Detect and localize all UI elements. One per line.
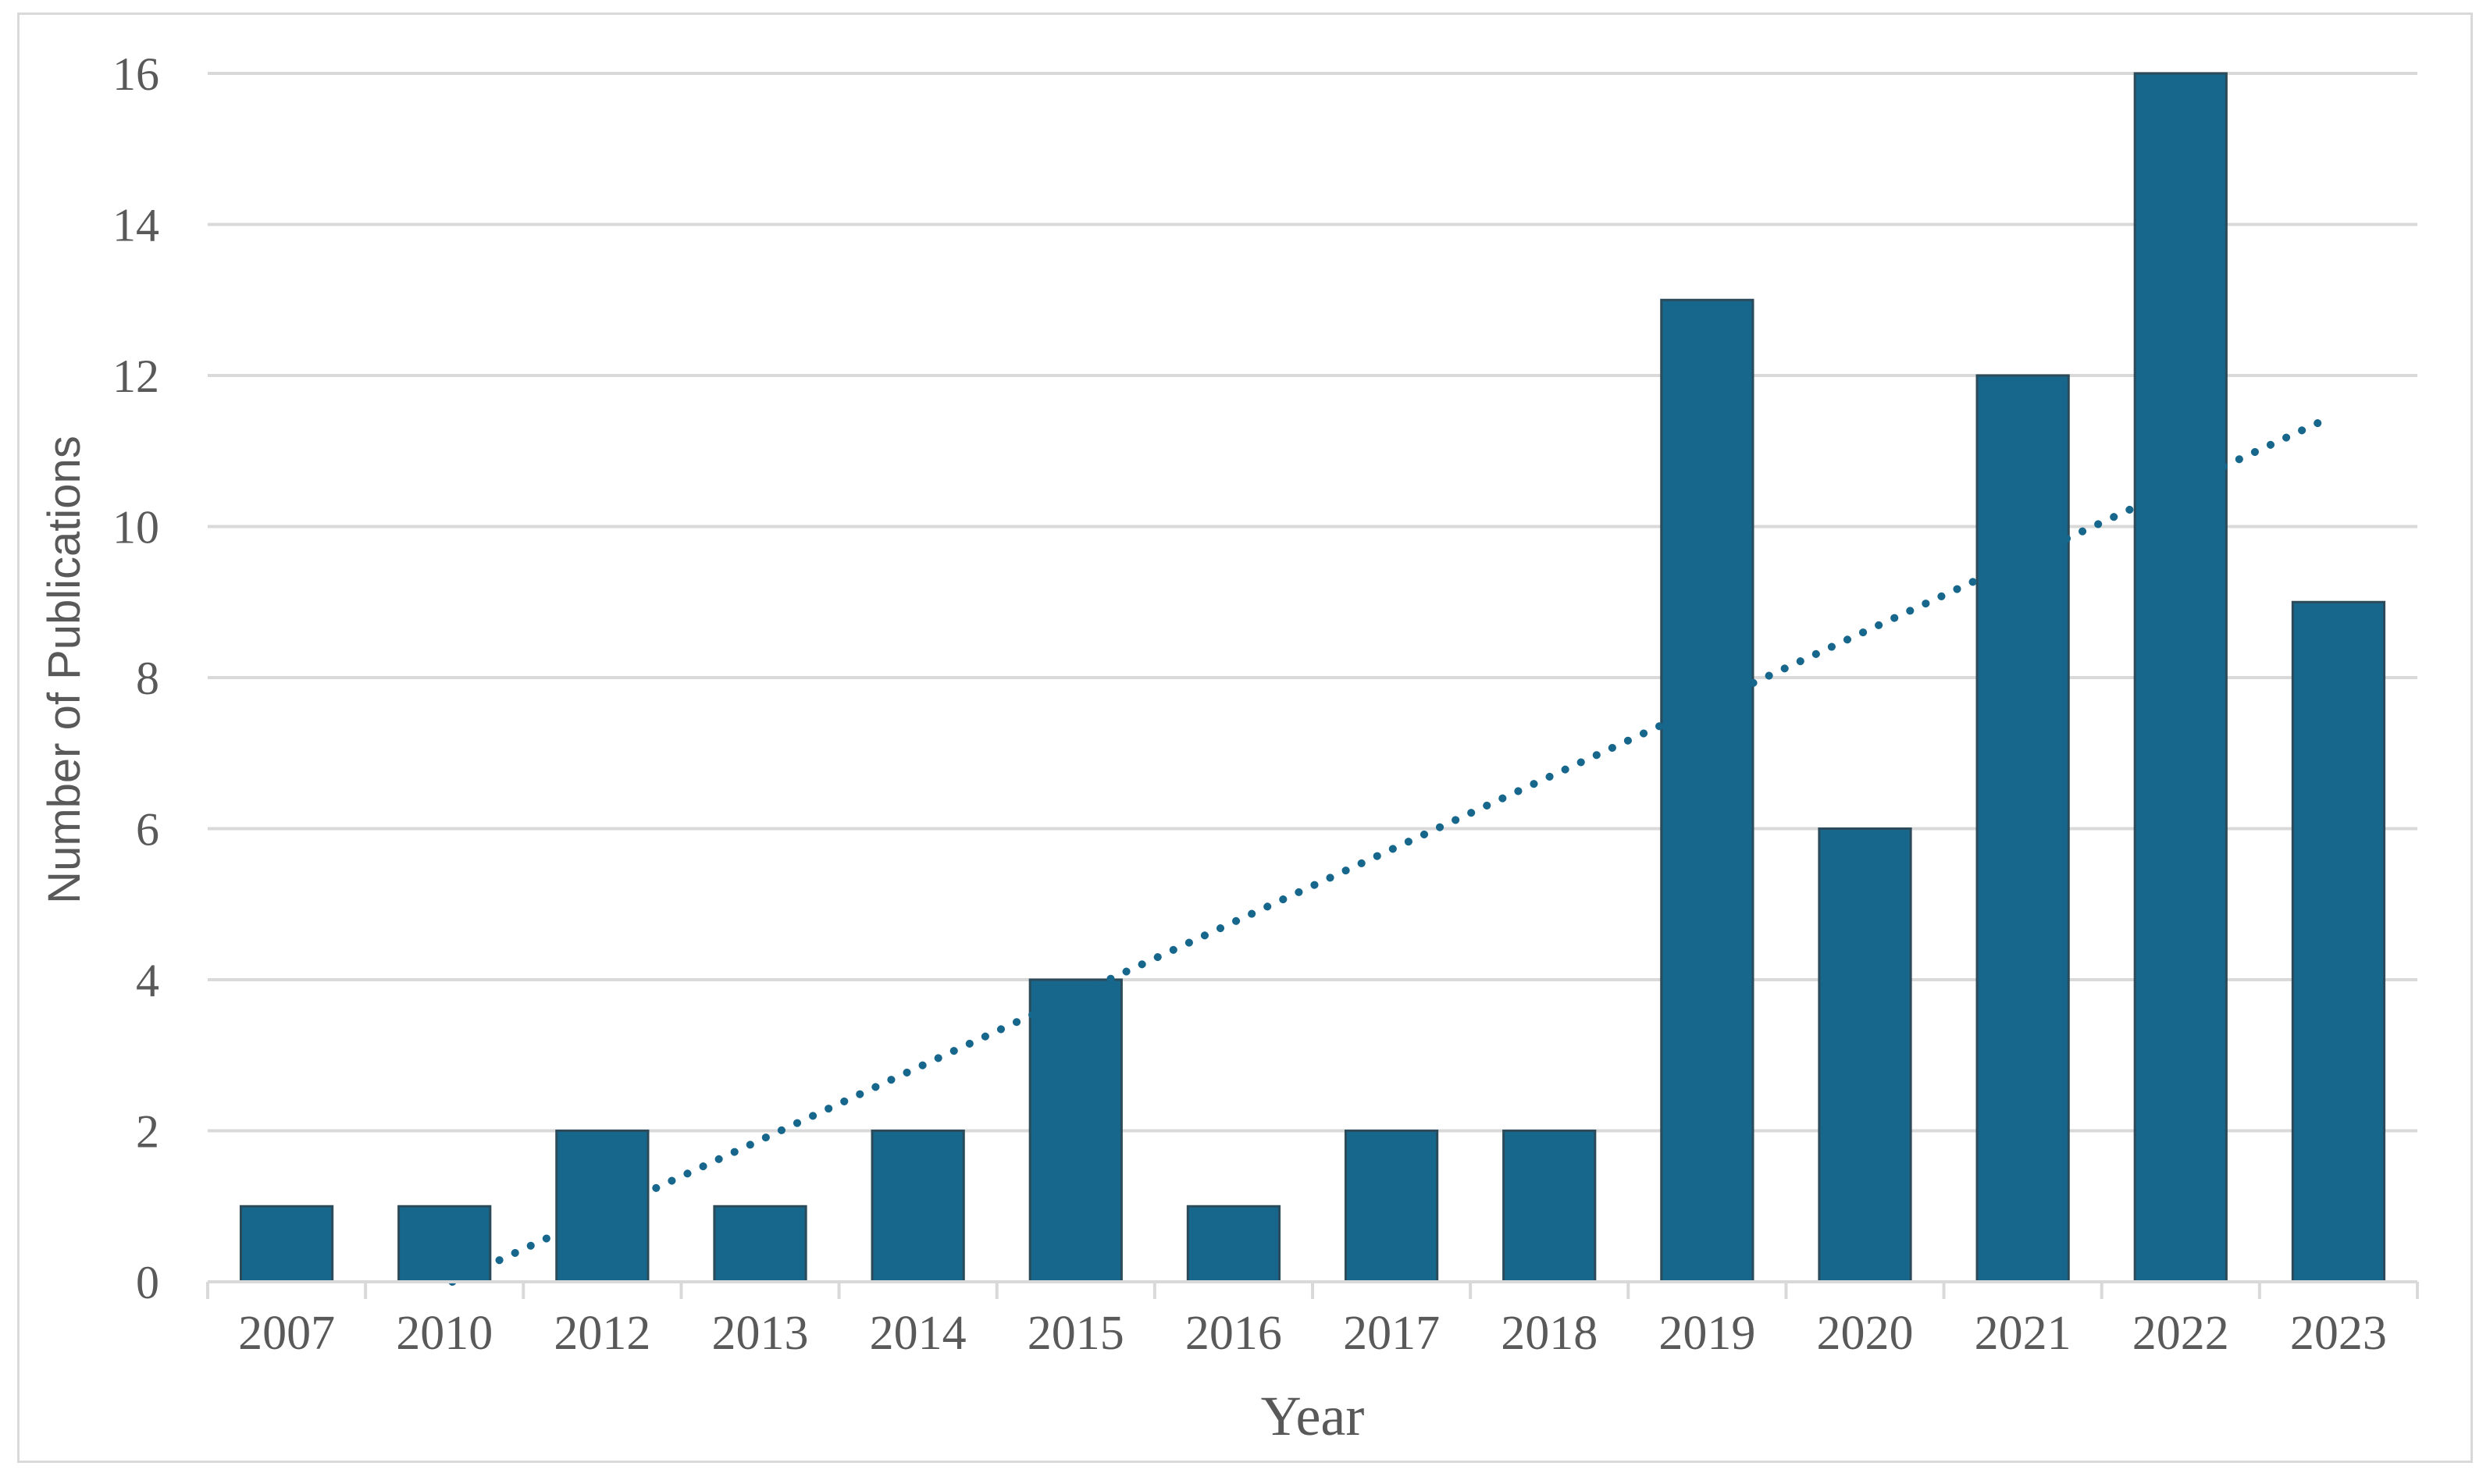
x-tick-label: 2021 (1975, 1307, 2071, 1360)
y-tick-label: 10 (112, 502, 159, 553)
trendline-path (448, 417, 2327, 1286)
bar-2012 (555, 1130, 650, 1283)
x-tick-label: 2018 (1501, 1307, 1598, 1360)
x-tick-label: 2015 (1028, 1307, 1124, 1360)
x-tick-label: 2016 (1185, 1307, 1282, 1360)
bar-2018 (1502, 1130, 1597, 1283)
bar-2017 (1344, 1130, 1439, 1283)
x-tick-labels: 2007 2010 2012 2013 2014 2015 2016 2017 2018 2019… (238, 1307, 2387, 1360)
y-tick-label: 8 (136, 653, 159, 704)
bar-2022 (2133, 72, 2228, 1283)
bar-2021 (1975, 374, 2070, 1283)
x-tick-label: 2010 (396, 1307, 493, 1360)
y-tick-label: 16 (112, 48, 159, 100)
bar-2014 (871, 1130, 965, 1283)
bar-2020 (1818, 827, 1912, 1283)
y-tick-labels: 0 2 4 6 8 10 12 14 16 (112, 48, 159, 1308)
y-tick-label: 0 (136, 1257, 159, 1308)
bar-2016 (1186, 1205, 1281, 1283)
gridlines (208, 72, 2417, 1133)
trendline (448, 417, 2327, 1286)
x-tick-label: 2022 (2132, 1307, 2229, 1360)
bar-2023 (2291, 600, 2386, 1283)
bar-2013 (713, 1205, 807, 1283)
y-tick-label: 14 (112, 200, 159, 251)
y-tick-label: 6 (136, 804, 159, 856)
x-tick-label: 2017 (1343, 1307, 1440, 1360)
x-tick-label: 2013 (712, 1307, 809, 1360)
x-tick-label: 2023 (2290, 1307, 2387, 1360)
bar-2019 (1660, 298, 1754, 1283)
bars (239, 72, 2386, 1283)
y-tick-label: 12 (112, 351, 159, 402)
bar-2015 (1028, 978, 1123, 1283)
x-axis-label: Year (1261, 1385, 1365, 1447)
y-tick-label: 4 (136, 955, 159, 1006)
y-axis-label: Number of Publications (39, 436, 90, 904)
x-tick-label: 2014 (870, 1307, 967, 1360)
x-tick-label: 2012 (554, 1307, 650, 1360)
y-tick-label: 2 (136, 1106, 159, 1158)
x-tick-label: 2019 (1658, 1307, 1755, 1360)
x-axis (206, 1280, 2419, 1299)
bar-2010 (397, 1205, 492, 1283)
bar-2007 (239, 1205, 334, 1283)
x-tick-label: 2020 (1817, 1307, 1914, 1360)
x-tick-label: 2007 (238, 1307, 335, 1360)
